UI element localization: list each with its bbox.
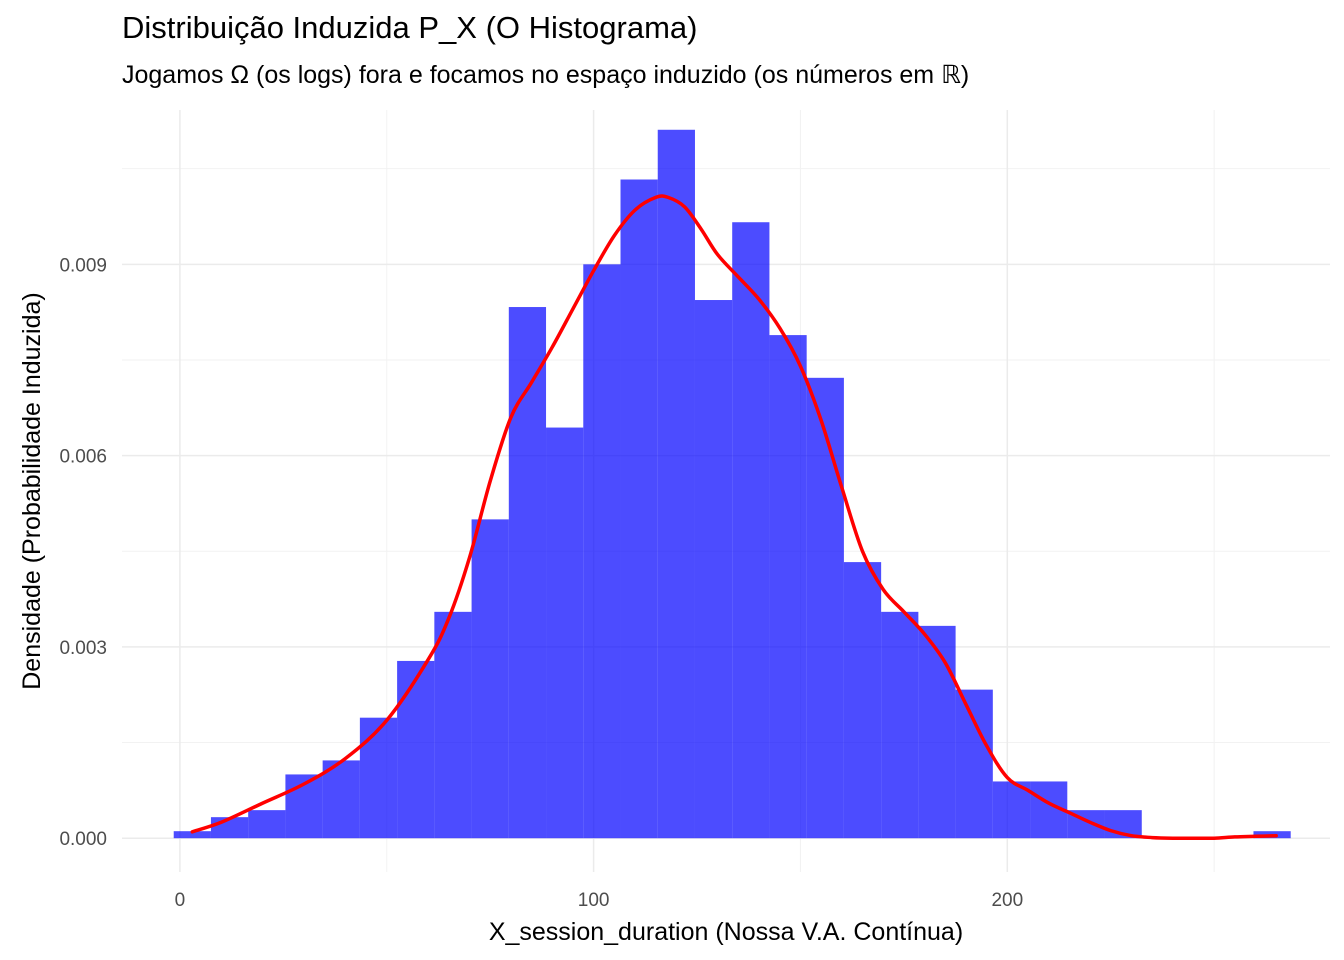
histogram-bar <box>843 562 882 839</box>
histogram-bar <box>471 519 509 839</box>
histogram-bar <box>955 689 993 839</box>
histogram-bar <box>173 831 211 839</box>
histogram-bar <box>583 264 621 839</box>
minor-gridlines <box>122 110 1330 872</box>
histogram-bar <box>806 377 844 839</box>
histogram-bar <box>508 307 547 839</box>
histogram-bar <box>769 335 807 839</box>
y-tick-label: 0.006 <box>59 447 107 468</box>
chart-title: Distribuição Induzida P_X (O Histograma) <box>122 10 698 45</box>
y-tick-label: 0.009 <box>59 255 107 276</box>
x-tick-label: 200 <box>991 890 1023 911</box>
histogram-bar <box>248 810 286 839</box>
x-axis-label: X_session_duration (Nossa V.A. Contínua) <box>489 918 963 946</box>
density-curve-line <box>190 194 1278 841</box>
y-axis-label: Densidade (Probabilidade Induzida) <box>18 292 46 690</box>
histogram-bar <box>322 760 360 839</box>
chart-subtitle: Jogamos Ω (os logs) fora e focamos no es… <box>122 61 970 89</box>
histogram-bar <box>918 625 956 839</box>
x-tick-label: 0 <box>175 890 186 911</box>
histogram-bar <box>657 129 695 839</box>
x-tick-labels: 0 100 200 <box>175 890 1024 911</box>
y-tick-label: 0.003 <box>59 638 107 659</box>
histogram-bar <box>881 611 919 839</box>
y-tick-label: 0.000 <box>59 829 107 850</box>
y-tick-labels: 0.000 0.003 0.006 0.009 <box>59 255 107 850</box>
histogram-bar <box>620 179 658 839</box>
density-curve-group <box>190 194 1278 841</box>
histogram-bar <box>694 300 733 839</box>
histogram-bar <box>359 717 398 839</box>
histogram-bar <box>992 781 1031 839</box>
x-tick-label: 100 <box>578 890 610 911</box>
histogram-bar <box>732 222 770 839</box>
histogram-bars <box>173 129 1291 839</box>
histogram-bar <box>434 611 472 839</box>
histogram-bar <box>397 660 435 839</box>
histogram-bar <box>546 427 584 839</box>
